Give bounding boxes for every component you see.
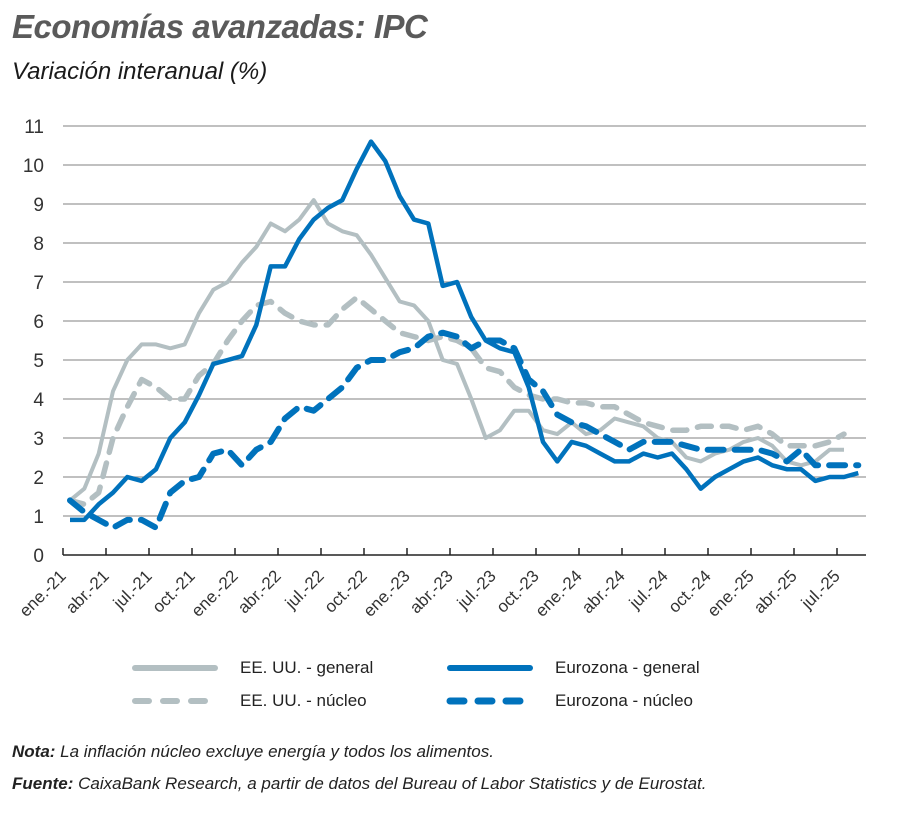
x-tick-label: jul.-22 [281,566,328,613]
source-label: Fuente: [12,774,74,793]
legend-item-us-core: EE. UU. - núcleo [130,691,367,711]
note-text: Nota: La inflación núcleo excluye energí… [12,742,494,762]
legend-item-us-general: EE. UU. - general [130,658,373,678]
series-ez-core [67,329,862,531]
y-tick-label: 5 [33,351,44,372]
x-tick-label: abr.-25 [750,566,801,617]
y-tick-label: 7 [33,273,44,294]
chart-title: Economías avanzadas: IPC [12,8,428,45]
dashed-line-icon [446,697,535,705]
series-us-general [68,198,844,502]
dashed-line-icon [132,698,220,704]
y-tick-label: 8 [33,234,44,255]
legend-label: Eurozona - general [555,658,700,677]
solid-line-icon [447,665,533,671]
legend-label: EE. UU. - núcleo [240,691,367,710]
x-tick-label: jul.-25 [797,566,844,613]
x-tick-label: ene.-21 [16,566,70,620]
legend-item-ez-general: Eurozona - general [445,658,700,678]
x-tick-label: abr.-21 [62,566,113,617]
x-tick-label: abr.-24 [578,566,629,617]
note-label: Nota: [12,742,56,761]
x-tick-label: abr.-22 [234,566,285,617]
note-body: La inflación núcleo excluye energía y to… [55,742,494,761]
x-tick-label: jul.-24 [625,566,672,613]
x-tick-label: jul.-23 [453,566,500,613]
y-tick-label: 11 [24,117,44,138]
x-tick-label: jul.-21 [109,566,156,613]
y-tick-label: 6 [33,312,44,333]
solid-line-icon [132,665,218,671]
legend-label: Eurozona - núcleo [555,691,693,710]
y-tick-label: 1 [33,507,44,528]
y-tick-label: 9 [33,195,44,216]
gridlines [63,125,866,517]
y-tick-label: 10 [23,156,44,177]
chart-subtitle: Variación interanual (%) [12,58,268,85]
x-axis: ene.-21abr.-21jul.-21oct.-21ene.-22abr.-… [16,548,866,621]
y-tick-label: 4 [33,390,44,411]
y-tick-label: 0 [33,546,44,567]
y-tick-label: 3 [33,429,44,450]
x-tick-label: abr.-23 [406,566,457,617]
source-body: CaixaBank Research, a partir de datos de… [73,774,707,793]
y-tick-label: 2 [33,468,44,489]
series-us-core [67,294,847,508]
y-axis-labels: 0 1 2 3 4 5 6 7 8 9 10 11 [23,117,45,567]
legend-label: EE. UU. - general [240,658,374,677]
x-tick-label: ene.-22 [188,566,242,620]
x-tick-label: ene.-24 [532,566,586,620]
source-text: Fuente: CaixaBank Research, a partir de … [12,774,707,794]
x-tick-label: ene.-25 [704,566,758,620]
series-ez-general [70,139,859,523]
x-tick-label: ene.-23 [360,566,414,620]
series-lines [67,139,862,531]
legend: EE. UU. - general Eurozona - general EE.… [130,658,810,722]
legend-item-ez-core: Eurozona - núcleo [445,691,693,711]
line-chart: 0 1 2 3 4 5 6 7 8 9 10 11 ene.-21abr.-21jul.-21oct.… [16,117,866,621]
